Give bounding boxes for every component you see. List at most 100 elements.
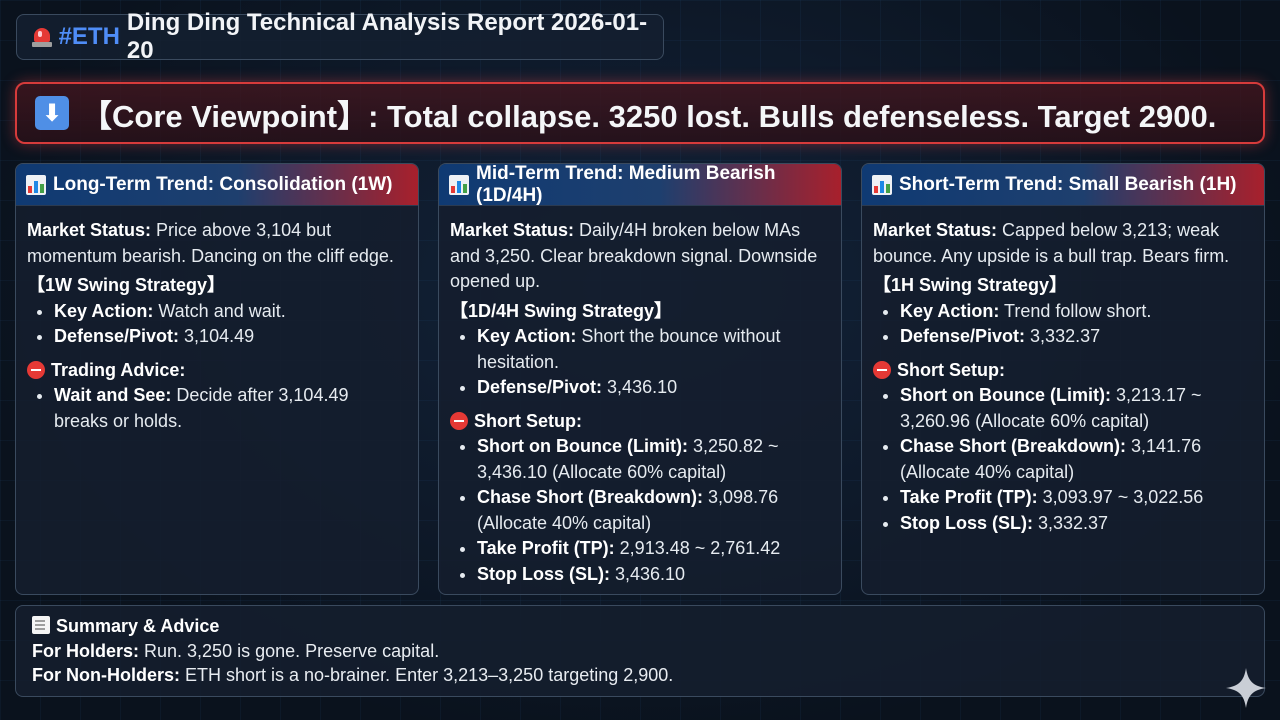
list-item: Take Profit (TP): 2,913.48 ~ 2,761.42 xyxy=(477,536,827,562)
nonholders-text: ETH short is a no-brainer. Enter 3,213–3… xyxy=(180,665,674,685)
list-item: Defense/Pivot: 3,104.49 xyxy=(54,324,404,350)
panel-header: Short-Term Trend: Small Bearish (1H) xyxy=(862,164,1264,206)
item-label: Short on Bounce (Limit): xyxy=(900,385,1111,405)
list-item: Take Profit (TP): 3,093.97 ~ 3,022.56 xyxy=(900,485,1250,511)
item-value: 3,213.17 ~ 3,260.96 (Allocate 60% capita… xyxy=(900,385,1202,431)
list-item: Defense/Pivot: 3,332.37 xyxy=(900,324,1250,350)
advice-title-text: Trading Advice: xyxy=(51,359,186,380)
report-title: #ETH Ding Ding Technical Analysis Report… xyxy=(16,9,664,64)
status-label: Market Status: xyxy=(450,220,575,240)
advice-title-text: Short Setup: xyxy=(474,410,582,431)
list-item: Short on Bounce (Limit): 3,250.82 ~ 3,43… xyxy=(477,434,827,485)
list-item: Stop Loss (SL): 3,436.10 xyxy=(477,562,827,588)
down-arrow-icon: ⬇ xyxy=(35,96,69,130)
item-label: Key Action: xyxy=(900,300,1000,321)
item-label: Wait and See: xyxy=(54,385,172,405)
item-value: 3,093.97 ~ 3,022.56 xyxy=(1037,487,1204,507)
list-item: Key Action: Watch and wait. xyxy=(54,299,404,325)
item-label: Stop Loss (SL): xyxy=(477,563,610,584)
item-value: 3,332.37 xyxy=(1025,326,1101,346)
core-viewpoint-text: 【Core Viewpoint】: Total collapse. 3250 l… xyxy=(81,98,1217,134)
item-value: 3,332.37 xyxy=(1033,512,1109,533)
list-item: Chase Short (Breakdown): 3,141.76 (Alloc… xyxy=(900,434,1250,485)
short-term-trend-panel: Short-Term Trend: Small Bearish (1H) Mar… xyxy=(861,163,1265,595)
bar-chart-icon xyxy=(449,174,469,195)
item-value: 3,104.49 xyxy=(179,326,255,346)
panel-title: Mid-Term Trend: Medium Bearish (1D/4H) xyxy=(476,163,776,206)
item-value: 3,098.76 (Allocate 40% capital) xyxy=(477,487,779,533)
advice-title: Short Setup: xyxy=(873,358,1250,384)
list-item: Stop Loss (SL): 3,332.37 xyxy=(900,511,1250,537)
item-label: Key Action: xyxy=(477,326,577,346)
market-status: Market Status: Capped below 3,213; weak … xyxy=(873,218,1250,269)
long-term-trend-panel: Long-Term Trend: Consolidation (1W) Mark… xyxy=(15,163,419,595)
stop-sign-icon xyxy=(450,412,468,431)
summary-title-text: Summary & Advice xyxy=(56,616,220,636)
item-label: Defense/Pivot: xyxy=(900,326,1026,346)
strategy-title: 【1H Swing Strategy】 xyxy=(873,275,1068,295)
title-text: Ding Ding Technical Analysis Report 2026… xyxy=(126,9,648,64)
list-item: Key Action: Short the bounce without hes… xyxy=(477,324,827,375)
sparkle-icon xyxy=(1226,668,1266,708)
market-status: Market Status: Daily/4H broken below MAs… xyxy=(450,218,827,295)
item-label: Defense/Pivot: xyxy=(477,377,603,397)
strategy-list: Key Action: Trend follow short. Defense/… xyxy=(873,299,1250,350)
list-item: Defense/Pivot: 3,436.10 xyxy=(477,375,827,401)
memo-icon xyxy=(32,616,50,634)
summary-title: Summary & Advice xyxy=(32,614,1248,639)
advice-title: Short Setup: xyxy=(450,409,827,435)
market-status: Market Status: Price above 3,104 but mom… xyxy=(27,218,404,269)
item-label: Stop Loss (SL): xyxy=(900,512,1033,533)
panel-header: Mid-Term Trend: Medium Bearish (1D/4H) xyxy=(439,164,841,206)
item-value: Watch and wait. xyxy=(153,300,286,321)
status-label: Market Status: xyxy=(27,220,152,240)
advice-list: Wait and See: Decide after 3,104.49 brea… xyxy=(27,383,404,434)
summary-panel: Summary & Advice For Holders: Run. 3,250… xyxy=(15,605,1265,697)
item-value: 3,436.10 xyxy=(602,377,678,397)
advice-title-text: Short Setup: xyxy=(897,359,1005,380)
item-value: 3,250.82 ~ 3,436.10 (Allocate 60% capita… xyxy=(477,436,779,482)
strategy-list: Key Action: Short the bounce without hes… xyxy=(450,324,827,401)
panel-header: Long-Term Trend: Consolidation (1W) xyxy=(16,164,418,206)
advice-list: Short on Bounce (Limit): 3,250.82 ~ 3,43… xyxy=(450,434,827,587)
list-item: Wait and See: Decide after 3,104.49 brea… xyxy=(54,383,404,434)
holders-text: Run. 3,250 is gone. Preserve capital. xyxy=(139,640,440,661)
nonholders-label: For Non-Holders: xyxy=(32,665,180,685)
item-label: Short on Bounce (Limit): xyxy=(477,436,688,456)
item-label: Chase Short (Breakdown): xyxy=(900,436,1127,456)
holders-label: For Holders: xyxy=(32,640,140,661)
holders-advice: For Holders: Run. 3,250 is gone. Preserv… xyxy=(32,639,1248,664)
mid-term-trend-panel: Mid-Term Trend: Medium Bearish (1D/4H) M… xyxy=(438,163,842,595)
panel-title: Short-Term Trend: Small Bearish (1H) xyxy=(899,173,1237,195)
siren-icon xyxy=(31,26,53,48)
advice-title: Trading Advice: xyxy=(27,358,404,384)
item-value: Decide after 3,104.49 breaks or holds. xyxy=(54,385,349,431)
strategy-title: 【1W Swing Strategy】 xyxy=(27,275,226,295)
strategy-title: 【1D/4H Swing Strategy】 xyxy=(450,300,673,321)
item-label: Take Profit (TP): xyxy=(477,538,615,558)
item-value: 3,436.10 xyxy=(610,563,686,584)
panel-title: Long-Term Trend: Consolidation (1W) xyxy=(53,173,393,195)
advice-list: Short on Bounce (Limit): 3,213.17 ~ 3,26… xyxy=(873,383,1250,536)
status-label: Market Status: xyxy=(873,220,998,240)
list-item: Short on Bounce (Limit): 3,213.17 ~ 3,26… xyxy=(900,383,1250,434)
bar-chart-icon xyxy=(872,174,892,195)
status-text: Daily/4H broken below MAs and 3,250. Cle… xyxy=(450,220,818,291)
item-label: Key Action: xyxy=(54,300,154,321)
status-text: Capped below 3,213; weak bounce. Any ups… xyxy=(873,220,1230,266)
item-label: Chase Short (Breakdown): xyxy=(477,487,704,507)
stop-sign-icon xyxy=(873,361,891,380)
stop-sign-icon xyxy=(27,361,45,380)
item-value: 2,913.48 ~ 2,761.42 xyxy=(614,538,781,558)
hashtag: #ETH xyxy=(58,23,120,50)
list-item: Chase Short (Breakdown): 3,098.76 (Alloc… xyxy=(477,485,827,536)
item-value: 3,141.76 (Allocate 40% capital) xyxy=(900,436,1202,482)
item-label: Defense/Pivot: xyxy=(54,326,180,346)
status-text: Price above 3,104 but momentum bearish. … xyxy=(27,220,394,266)
nonholders-advice: For Non-Holders: ETH short is a no-brain… xyxy=(32,663,1248,688)
list-item: Key Action: Trend follow short. xyxy=(900,299,1250,325)
core-viewpoint-banner: ⬇ 【Core Viewpoint】: Total collapse. 3250… xyxy=(15,82,1265,144)
item-value: Trend follow short. xyxy=(999,300,1152,321)
bar-chart-icon xyxy=(26,174,46,195)
item-label: Take Profit (TP): xyxy=(900,487,1038,507)
